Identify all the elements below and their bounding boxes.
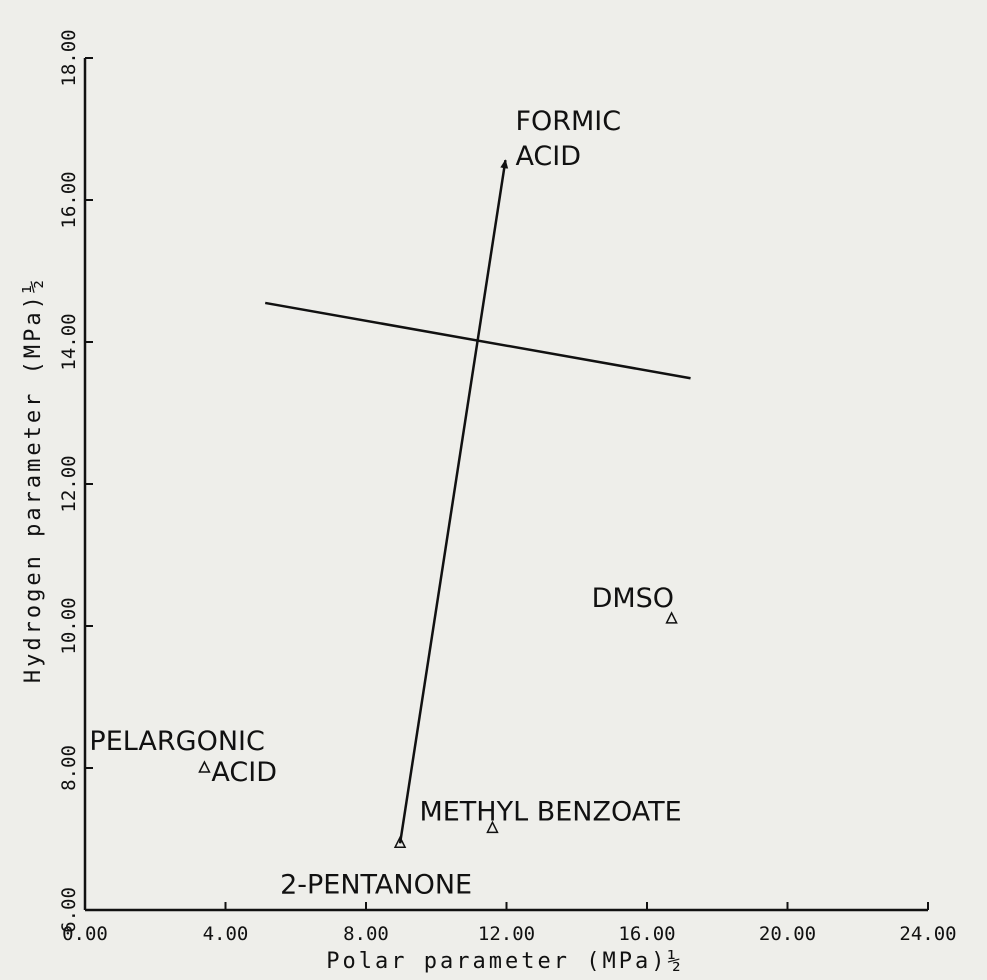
x-tick-label: 20.00 (759, 923, 816, 945)
y-tick-label: 10.00 (58, 597, 80, 654)
annotation: 2-PENTANONE (280, 869, 472, 900)
x-axis-label: Polar parameter (MPa)½ (326, 949, 683, 974)
y-tick-label: 18.00 (58, 29, 80, 86)
arrow (398, 159, 509, 844)
x-tick-label: 8.00 (343, 923, 389, 945)
y-tick-label: 16.00 (58, 171, 80, 228)
annotation: ACID (515, 141, 581, 172)
y-tick-label: 8.00 (58, 745, 80, 791)
y-tick-label: 12.00 (58, 455, 80, 512)
annotation: METHYL BENZOATE (419, 796, 681, 827)
x-tick-label: 0.00 (62, 923, 108, 945)
y-tick-label: 6.00 (58, 887, 80, 933)
annotation: PELARGONIC (89, 726, 264, 757)
point (665, 611, 678, 624)
x-tick-label: 16.00 (618, 923, 675, 945)
x-tick-label: 12.00 (478, 923, 535, 945)
point (198, 760, 211, 773)
point (486, 820, 499, 834)
x-tick-label: 24.00 (899, 923, 956, 945)
point (393, 835, 407, 849)
annotation: DMSO (592, 583, 674, 614)
y-tick-label: 14.00 (58, 313, 80, 370)
annotation: FORMIC (515, 106, 621, 137)
y-axis-label: Hydrogen parameter (MPa)½ (21, 277, 46, 683)
annotation: ACID (211, 757, 277, 788)
x-tick-label: 4.00 (203, 923, 249, 945)
